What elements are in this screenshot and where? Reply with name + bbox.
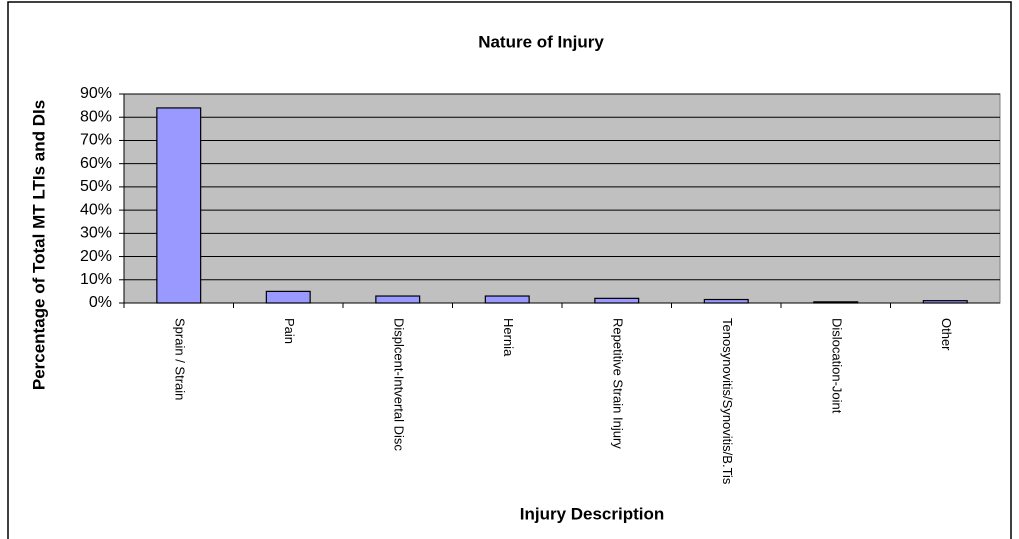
bar — [813, 301, 859, 304]
x-tick-label: Hernia — [501, 318, 516, 357]
x-tick-label: Pain — [282, 318, 297, 344]
x-tick-label: Sprain / Strain — [172, 318, 187, 400]
y-tick-label: 90% — [80, 85, 112, 102]
y-tick-label: 10% — [80, 271, 112, 288]
x-tick-label: Dislocation-Joint — [829, 318, 844, 414]
bar — [484, 295, 530, 304]
chart-title: Nature of Injury — [478, 32, 604, 51]
plot-area — [123, 93, 1001, 304]
bar — [922, 300, 968, 304]
x-tick-label: Other — [939, 318, 954, 351]
x-tick-label: Repetitive Strain Injury — [610, 318, 625, 449]
y-tick-label: 0% — [89, 294, 112, 311]
y-tick-label: 70% — [80, 132, 112, 149]
bar — [703, 298, 749, 304]
y-tick-label: 30% — [80, 225, 112, 242]
y-tick-label: 40% — [80, 201, 112, 218]
y-tick-label: 60% — [80, 155, 112, 172]
bar — [265, 290, 311, 304]
x-tick-label: Displcent-Intvertal Disc — [391, 318, 406, 451]
bar — [594, 297, 640, 304]
x-tick-label: Tenosynovitis/Synovitis/B.Tis — [720, 318, 735, 485]
y-tick-label: 80% — [80, 108, 112, 125]
bar — [156, 107, 202, 304]
y-tick-label: 50% — [80, 178, 112, 195]
y-axis-label: Percentage of Total MT LTIs and DIs — [29, 100, 48, 390]
bar — [375, 295, 421, 304]
x-axis-label: Injury Description — [520, 504, 665, 523]
y-tick-label: 20% — [80, 248, 112, 265]
